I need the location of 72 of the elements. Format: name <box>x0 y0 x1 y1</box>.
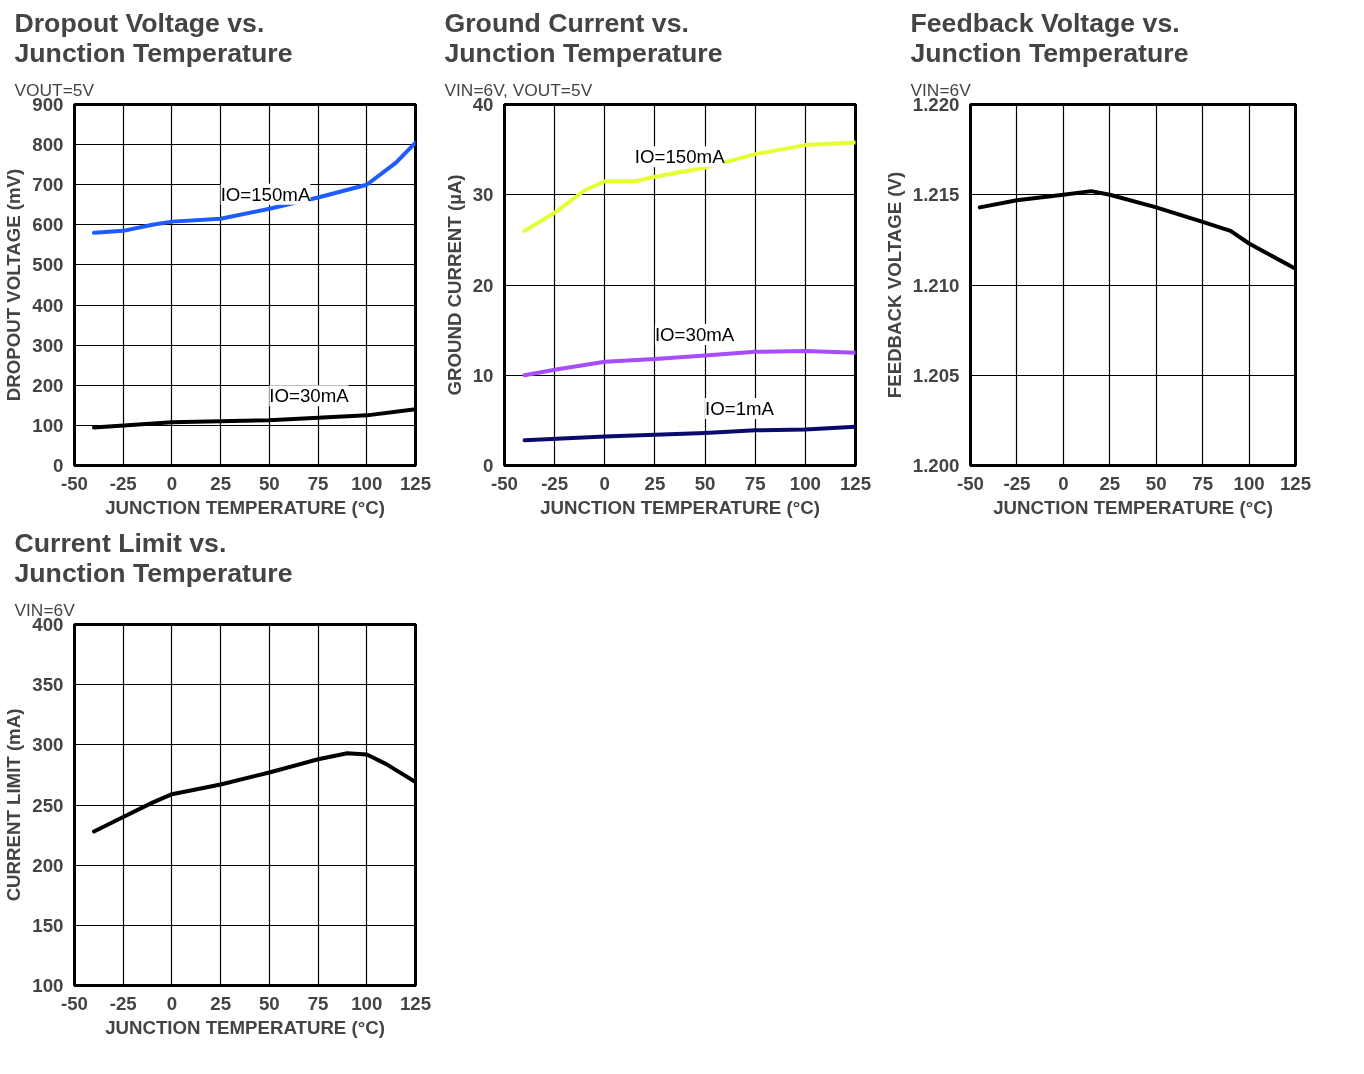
x-tick-label: 100 <box>1233 472 1265 494</box>
x-tick-label: 125 <box>839 472 872 494</box>
chart-title: Current Limit vs. Junction Temperature <box>14 527 293 588</box>
x-tick-label: -50 <box>61 992 88 1014</box>
y-tick-label: 1.200 <box>912 455 960 476</box>
y-tick-label: 30 <box>472 184 494 206</box>
x-axis-title: JUNCTION TEMPERATURE (°C) <box>105 496 385 518</box>
y-axis-title: FEEDBACK VOLTAGE (V) <box>883 171 905 399</box>
x-axis-title: JUNCTION TEMPERATURE (°C) <box>993 496 1273 518</box>
x-tick-label: 125 <box>399 472 432 494</box>
series-label: IO=30mA <box>654 324 735 346</box>
x-tick-label: 125 <box>1279 472 1312 494</box>
y-tick-label: 800 <box>32 134 64 156</box>
chart-title: Dropout Voltage vs. Junction Temperature <box>14 7 293 68</box>
x-tick-label: -50 <box>957 472 984 494</box>
y-tick-label: 1.210 <box>912 274 960 296</box>
x-tick-label: 0 <box>1058 472 1069 494</box>
y-tick-label: 150 <box>32 914 64 936</box>
x-axis-title: JUNCTION TEMPERATURE (°C) <box>105 1016 385 1038</box>
y-tick-label: 200 <box>32 374 64 396</box>
x-tick-label: 75 <box>1192 472 1214 494</box>
x-tick-label: 25 <box>644 472 666 494</box>
x-tick-label: 0 <box>599 472 610 494</box>
series-label: IO=30mA <box>269 385 350 407</box>
x-tick-label: -50 <box>491 472 518 494</box>
x-tick-label: 100 <box>351 472 383 494</box>
y-tick-label: 700 <box>32 174 64 196</box>
x-tick-label: 50 <box>1145 472 1167 494</box>
x-tick-label: 0 <box>166 992 178 1014</box>
x-tick-label: 75 <box>307 472 329 494</box>
x-tick-label: 50 <box>258 992 280 1014</box>
y-tick-label: 20 <box>472 274 494 296</box>
x-tick-label: 25 <box>1099 472 1121 494</box>
y-tick-label: 200 <box>32 854 64 876</box>
y-tick-label: 1.205 <box>912 364 960 386</box>
x-tick-label: -25 <box>1003 472 1031 494</box>
y-tick-label: 300 <box>32 734 64 756</box>
y-axis-title: DROPOUT VOLTAGE (mV) <box>3 168 25 402</box>
y-tick-label: 1.215 <box>912 184 960 206</box>
x-tick-label: -50 <box>61 472 88 494</box>
y-tick-label: 350 <box>32 674 64 696</box>
y-tick-label: 100 <box>32 975 64 996</box>
y-tick-label: 100 <box>32 414 64 436</box>
y-axis-title: CURRENT LIMIT (mA) <box>3 708 25 902</box>
series-label: IO=150mA <box>634 146 726 168</box>
x-tick-label: 100 <box>351 992 383 1014</box>
x-tick-label: -25 <box>109 472 137 494</box>
x-tick-label: -25 <box>109 992 137 1014</box>
y-tick-label: 250 <box>32 794 64 816</box>
x-tick-label: 125 <box>399 992 432 1014</box>
y-axis-title: GROUND CURRENT (µA) <box>443 174 465 396</box>
x-tick-label: 75 <box>744 472 766 494</box>
y-tick-label: 0 <box>53 455 64 476</box>
chart-title: Feedback Voltage vs. Junction Temperature <box>910 7 1189 68</box>
x-axis-title: JUNCTION TEMPERATURE (°C) <box>540 496 820 518</box>
x-tick-label: 25 <box>210 992 232 1014</box>
y-tick-label: 0 <box>483 455 494 476</box>
y-tick-label: 500 <box>32 254 64 276</box>
x-tick-label: 50 <box>694 472 716 494</box>
series-label: IO=1mA <box>705 398 775 420</box>
y-tick-label: 10 <box>472 364 494 386</box>
x-tick-label: 100 <box>789 472 821 494</box>
x-tick-label: 75 <box>307 992 329 1014</box>
y-tick-label: 400 <box>32 294 64 316</box>
chart-title: Ground Current vs. Junction Temperature <box>444 7 723 68</box>
x-tick-label: 25 <box>210 472 232 494</box>
x-tick-label: 50 <box>258 472 280 494</box>
x-tick-label: -25 <box>541 472 569 494</box>
x-tick-label: 0 <box>166 472 178 494</box>
y-tick-label: 300 <box>32 334 64 356</box>
y-tick-label: 600 <box>32 214 64 236</box>
series-label: IO=150mA <box>220 183 311 205</box>
